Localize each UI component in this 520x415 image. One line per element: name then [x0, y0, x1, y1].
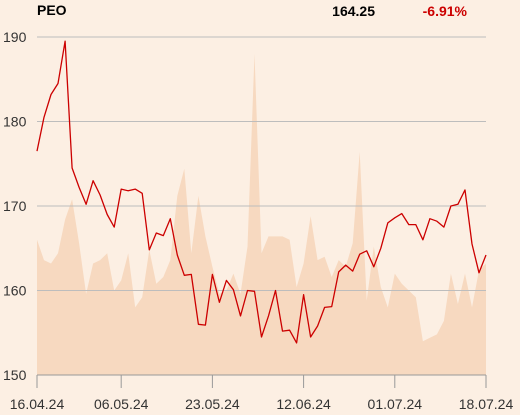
chart-header: PEO 164.25 -6.91% — [37, 2, 468, 19]
ticker-label: PEO — [37, 2, 67, 18]
y-tick-label: 150 — [3, 367, 27, 383]
axis-layer: 16.04.24 06.05.24 23.05.24 12.06.24 01.07.24… — [10, 374, 514, 412]
x-tick-label: 12.06.24 — [276, 396, 331, 412]
y-tick-label: 160 — [3, 283, 27, 299]
change-value: -6.91% — [423, 3, 468, 19]
price-line — [36, 40, 487, 344]
price-line-layer — [36, 40, 487, 344]
x-tick-label: 18.07.24 — [459, 396, 514, 412]
volume-area — [37, 53, 486, 376]
volume-layer — [37, 53, 486, 376]
grid-layer: 150 160 170 180 190 — [3, 29, 486, 383]
x-tick-label: 06.05.24 — [94, 396, 149, 412]
price-value: 164.25 — [332, 3, 375, 19]
x-tick-label: 23.05.24 — [185, 396, 240, 412]
x-tick-label: 16.04.24 — [10, 396, 65, 412]
y-tick-label: 180 — [3, 114, 27, 130]
y-tick-label: 190 — [3, 29, 27, 45]
y-tick-label: 170 — [3, 198, 27, 214]
x-tick-label: 01.07.24 — [368, 396, 423, 412]
